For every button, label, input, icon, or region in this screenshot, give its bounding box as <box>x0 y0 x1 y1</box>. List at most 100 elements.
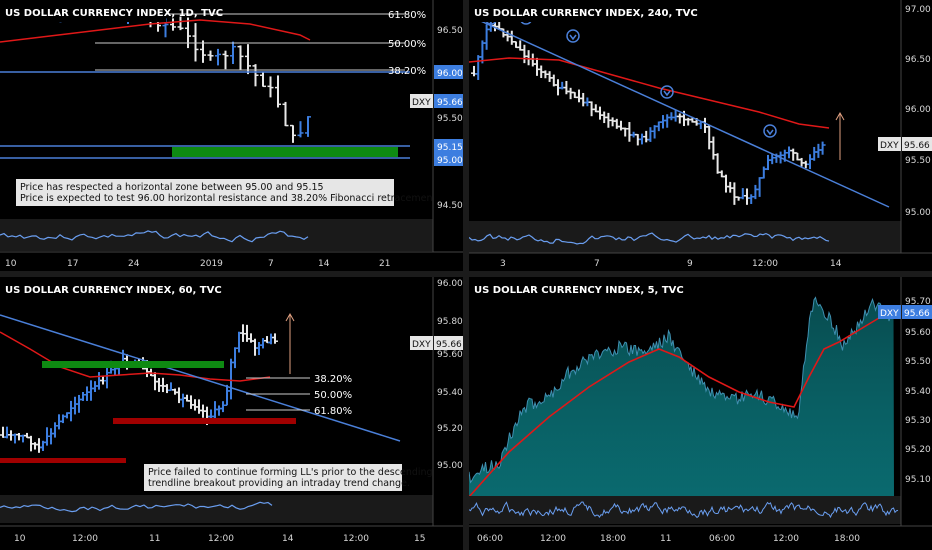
descending-trendline <box>473 17 890 208</box>
fib-label-38: 38.20% <box>388 66 426 77</box>
y-tick: 95.80 <box>437 317 463 327</box>
x-tick: 2019 <box>200 259 223 269</box>
annotation-line-1: Price has respected a horizontal zone be… <box>20 182 324 193</box>
chart-panel-5m[interactable]: 95.70 95.60 95.50 95.40 95.30 95.20 95.1… <box>469 277 932 550</box>
price-axis[interactable] <box>901 0 932 271</box>
chart-panel-4h[interactable]: 97.00 96.50 96.00 95.50 95.00 DXY 95.66 … <box>469 0 932 271</box>
x-tick: 7 <box>268 259 274 269</box>
annotation-line-1: Price failed to continue forming LL's pr… <box>148 467 433 478</box>
x-tick: 21 <box>379 259 390 269</box>
symbol-badge-text: DXY <box>412 340 431 350</box>
oscillator-line <box>0 230 309 243</box>
y-tick: 95.40 <box>905 387 931 397</box>
y-tick: 95.60 <box>437 350 463 360</box>
target-arrow-head <box>835 111 845 121</box>
x-tick: 12:00 <box>343 534 369 544</box>
5m-chart-svg: 95.70 95.60 95.50 95.40 95.30 95.20 95.1… <box>469 277 932 550</box>
oscillator-line <box>0 501 273 513</box>
chart-panel-daily[interactable]: 61.80% 50.00% 38.20% Price has respected… <box>0 0 463 271</box>
x-tick: 11 <box>660 534 671 544</box>
x-tick: 7 <box>594 259 600 269</box>
y-tick: 95.30 <box>905 416 931 426</box>
y-tick: 95.70 <box>905 297 931 307</box>
x-tick: 12:00 <box>752 259 778 269</box>
1h-chart-svg: 38.20% 50.00% 61.80% Price failed to con… <box>0 277 463 550</box>
fib-label-38: 38.20% <box>314 374 352 385</box>
y-tick: 96.00 <box>905 105 931 115</box>
x-tick: 18:00 <box>600 534 626 544</box>
price-axis[interactable] <box>433 277 463 550</box>
x-tick: 18:00 <box>834 534 860 544</box>
price-badge <box>434 139 463 153</box>
x-tick: 24 <box>128 259 140 269</box>
price-badge <box>902 305 932 319</box>
x-tick: 06:00 <box>709 534 735 544</box>
x-tick: 9 <box>687 259 693 269</box>
fib-label-61: 61.80% <box>388 10 426 21</box>
symbol-badge <box>410 94 433 108</box>
price-badge-text: 95.15 <box>437 143 463 153</box>
annotation-line-2: trendline breakout providing an intraday… <box>148 478 410 489</box>
4h-moving-average <box>469 57 830 129</box>
x-tick: 12:00 <box>540 534 566 544</box>
oscillator-line <box>469 232 830 245</box>
x-tick: 17 <box>67 259 78 269</box>
down-arrow-icon <box>766 129 774 136</box>
chart-title: US DOLLAR CURRENCY INDEX, 60, TVC <box>5 285 222 296</box>
daily-moving-average <box>0 19 311 43</box>
y-tick: 95.50 <box>905 357 931 367</box>
x-tick: 06:00 <box>477 534 503 544</box>
chart-panel-1h[interactable]: 38.20% 50.00% 61.80% Price failed to con… <box>0 277 463 550</box>
chart-title: US DOLLAR CURRENCY INDEX, 5, TVC <box>474 285 684 296</box>
oscillator-pane <box>0 495 433 523</box>
price-axis[interactable] <box>433 0 463 271</box>
swing-marker <box>763 124 777 138</box>
y-tick: 96.50 <box>437 26 463 36</box>
x-tick: 14 <box>830 259 842 269</box>
symbol-badge <box>410 336 433 350</box>
oscillator-pane <box>0 219 433 251</box>
price-badge <box>434 336 463 350</box>
x-tick: 15 <box>414 534 425 544</box>
price-badge <box>434 152 463 166</box>
price-badge-text: 95.66 <box>904 141 930 151</box>
y-tick: 95.40 <box>437 388 463 398</box>
5m-moving-average <box>469 311 890 498</box>
price-badge-text: 95.66 <box>904 309 930 319</box>
oscillator-pane <box>469 496 901 524</box>
y-tick: 95.10 <box>905 475 931 485</box>
y-tick: 96.00 <box>437 279 463 289</box>
down-arrow-icon <box>663 90 671 97</box>
price-line <box>469 296 894 484</box>
price-badge <box>902 137 932 151</box>
x-tick: 14 <box>318 259 330 269</box>
x-tick: 12:00 <box>773 534 799 544</box>
annotation-line-2: Price is expected to test 96.00 horizont… <box>20 193 439 204</box>
price-axis[interactable] <box>901 277 932 550</box>
x-tick: 12:00 <box>72 534 98 544</box>
support-zone-red <box>113 418 296 424</box>
symbol-badge-text: DXY <box>880 309 899 319</box>
price-badge <box>434 65 463 79</box>
chart-title: US DOLLAR CURRENCY INDEX, 240, TVC <box>474 8 698 19</box>
y-tick: 95.50 <box>905 156 931 166</box>
support-zone <box>172 147 398 157</box>
title-backdrop <box>0 277 166 299</box>
y-tick: 95.60 <box>905 328 931 338</box>
target-arrow-head <box>285 312 295 322</box>
oscillator-line <box>469 501 899 519</box>
breakout-zone <box>42 361 224 368</box>
price-badge-text: 95.00 <box>437 156 463 166</box>
x-tick: 10 <box>5 259 17 269</box>
symbol-badge <box>878 305 901 319</box>
symbol-badge-text: DXY <box>412 98 431 108</box>
down-arrow-icon <box>569 34 577 41</box>
daily-chart-svg: 61.80% 50.00% 38.20% Price has respected… <box>0 0 463 271</box>
x-tick: 10 <box>14 534 26 544</box>
fib-label-50: 50.00% <box>388 39 426 50</box>
price-area-fill <box>469 297 894 496</box>
price-badge-text: 95.66 <box>437 98 463 108</box>
low-zone-red <box>0 458 126 463</box>
1h-moving-average <box>0 331 271 382</box>
title-backdrop <box>469 277 629 299</box>
